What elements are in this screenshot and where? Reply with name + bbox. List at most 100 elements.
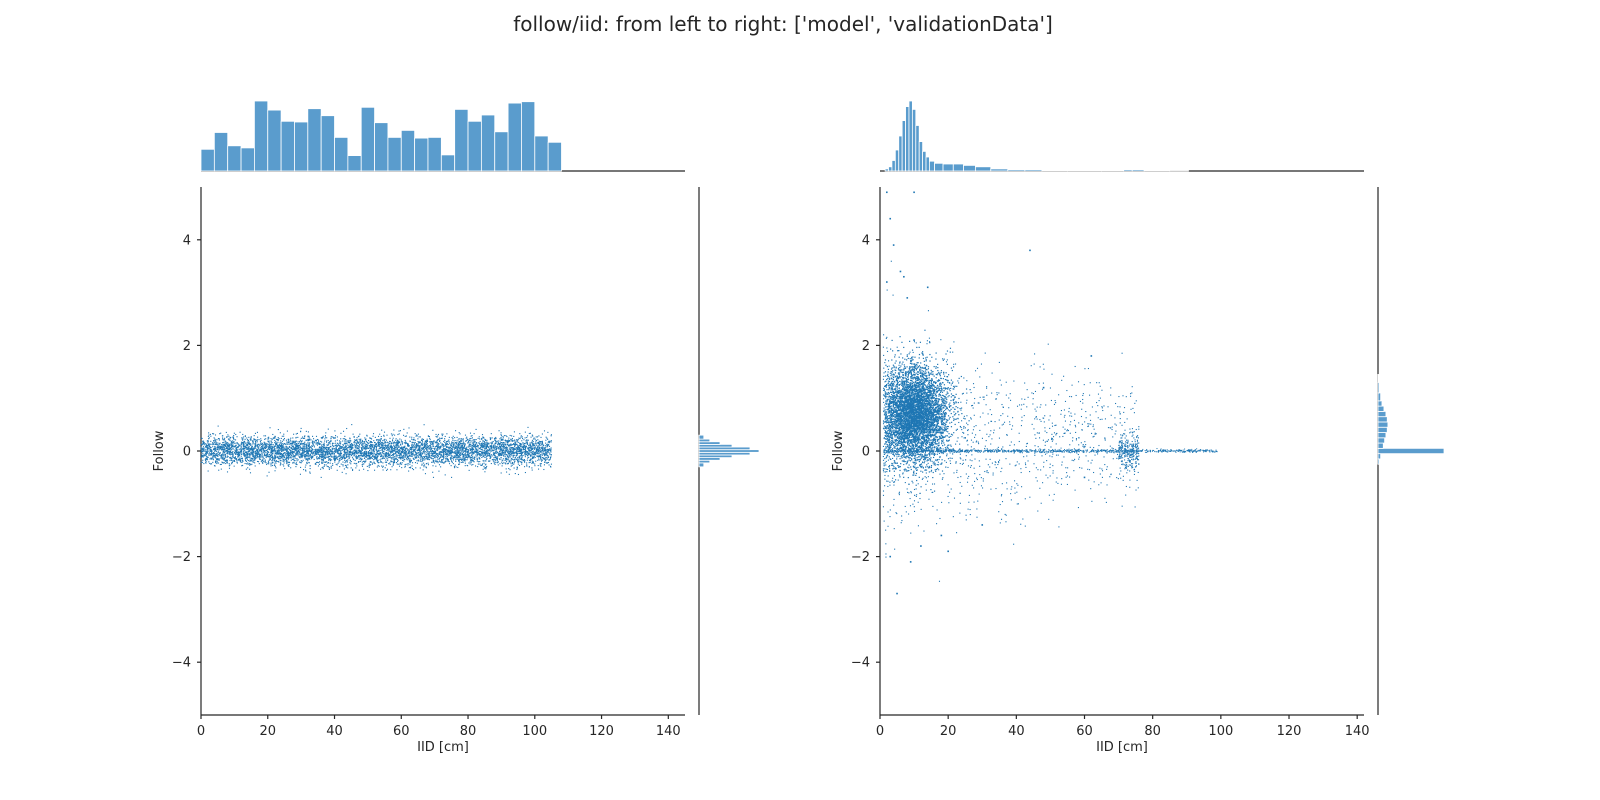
scatter-point xyxy=(390,447,392,449)
scatter-point xyxy=(251,460,253,462)
scatter-point xyxy=(497,442,499,445)
scatter-point xyxy=(462,446,465,448)
scatter-point xyxy=(426,453,428,456)
scatter-point xyxy=(533,437,535,439)
scatter-point xyxy=(520,453,523,455)
scatter-point xyxy=(242,433,244,435)
scatter-point xyxy=(535,436,537,438)
scatter-point xyxy=(277,448,279,450)
scatter-point xyxy=(315,435,318,437)
scatter-point xyxy=(291,446,293,448)
scatter-point xyxy=(421,453,423,455)
scatter-point xyxy=(245,442,247,444)
scatter-point xyxy=(305,454,307,456)
scatter-point xyxy=(205,443,207,445)
scatter-point xyxy=(264,448,267,450)
scatter-point xyxy=(429,456,431,458)
scatter-point xyxy=(496,460,499,462)
scatter-point xyxy=(248,442,250,444)
scatter-point xyxy=(371,444,373,446)
scatter-point xyxy=(461,442,463,444)
scatter-point xyxy=(485,458,487,460)
scatter-point xyxy=(428,454,430,456)
scatter-point xyxy=(519,461,521,463)
scatter-point xyxy=(382,450,384,453)
scatter-point xyxy=(408,453,410,455)
scatter-point xyxy=(526,440,528,442)
scatter-point xyxy=(393,456,396,458)
scatter-point xyxy=(293,462,295,464)
scatter-point xyxy=(210,463,213,465)
scatter-point xyxy=(412,452,414,454)
scatter-point xyxy=(271,464,273,467)
scatter-point xyxy=(452,463,454,465)
scatter-point xyxy=(385,464,387,466)
scatter-point xyxy=(443,440,445,443)
scatter-point xyxy=(448,463,451,465)
scatter-point xyxy=(442,453,444,456)
scatter-point xyxy=(506,440,508,442)
scatter-point xyxy=(311,445,313,447)
scatter-point xyxy=(476,454,478,456)
scatter-point xyxy=(389,463,391,465)
scatter-point xyxy=(223,458,225,460)
scatter-point xyxy=(513,462,515,464)
scatter-point xyxy=(335,444,337,446)
scatter-point xyxy=(345,461,347,463)
scatter-point xyxy=(270,462,272,464)
scatter-point xyxy=(508,451,510,453)
scatter-point xyxy=(414,446,416,448)
scatter-point xyxy=(308,454,310,456)
scatter-point xyxy=(302,452,304,455)
scatter-point xyxy=(451,445,453,447)
scatter-point xyxy=(376,445,378,447)
scatter-point xyxy=(249,463,251,465)
scatter-point xyxy=(404,463,406,466)
scatter-point xyxy=(479,438,481,440)
scatter-point xyxy=(447,446,449,448)
scatter-point xyxy=(313,446,316,448)
scatter-point xyxy=(397,444,399,446)
scatter-point xyxy=(236,449,238,451)
scatter-point xyxy=(341,455,343,457)
scatter-point xyxy=(480,445,482,447)
scatter-point xyxy=(535,460,537,462)
scatter-point xyxy=(359,442,361,444)
scatter-point xyxy=(465,456,467,458)
scatter-point xyxy=(379,452,381,454)
scatter-point xyxy=(355,441,357,443)
scatter-point xyxy=(403,449,405,451)
scatter-point xyxy=(217,425,219,427)
scatter-point xyxy=(414,456,416,458)
scatter-point xyxy=(503,452,505,455)
scatter-point xyxy=(432,443,434,445)
scatter-point xyxy=(279,464,281,466)
scatter-point xyxy=(508,458,510,460)
scatter-point xyxy=(352,433,354,435)
scatter-point xyxy=(331,450,333,452)
scatter-point xyxy=(533,447,535,449)
scatter-point xyxy=(523,439,525,441)
scatter-point xyxy=(203,449,205,451)
scatter-point xyxy=(295,454,297,456)
scatter-point xyxy=(331,443,334,445)
scatter-point xyxy=(507,448,509,451)
scatter-point xyxy=(479,442,481,445)
scatter-point xyxy=(303,445,305,447)
scatter-point xyxy=(506,451,508,453)
scatter-point xyxy=(335,442,337,444)
scatter-point xyxy=(508,460,510,462)
scatter-point xyxy=(416,434,418,436)
scatter-point xyxy=(342,455,345,457)
scatter-point xyxy=(307,455,309,457)
scatter-point xyxy=(280,462,282,464)
scatter-point xyxy=(391,466,393,468)
scatter-point xyxy=(499,438,501,440)
scatter-point xyxy=(229,453,231,455)
scatter-point xyxy=(390,449,392,451)
scatter-point xyxy=(400,450,403,453)
scatter-point xyxy=(481,446,483,448)
scatter-point xyxy=(333,458,336,460)
scatter-point xyxy=(439,460,441,462)
scatter-point xyxy=(375,457,377,459)
